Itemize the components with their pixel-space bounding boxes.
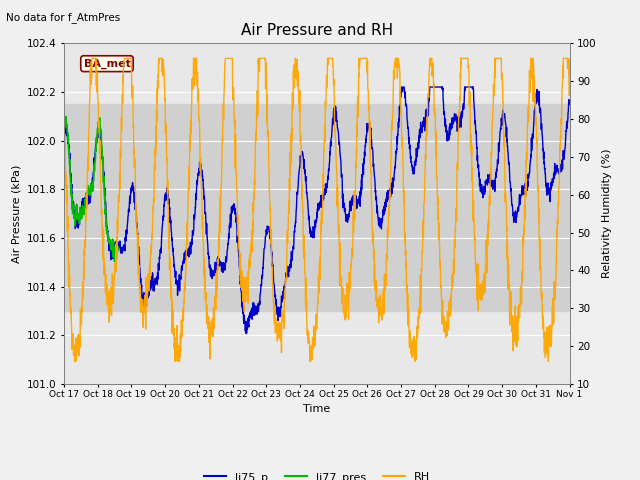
Y-axis label: Relativity Humidity (%): Relativity Humidity (%) [602,149,612,278]
Bar [64,104,570,311]
Title: Air Pressure and RH: Air Pressure and RH [241,23,393,38]
Text: No data for f_AtmPres: No data for f_AtmPres [6,12,121,23]
X-axis label: Time: Time [303,404,330,414]
Text: BA_met: BA_met [84,59,131,69]
Y-axis label: Air Pressure (kPa): Air Pressure (kPa) [11,165,21,263]
Legend: li75_p, li77_pres, RH: li75_p, li77_pres, RH [200,468,434,480]
